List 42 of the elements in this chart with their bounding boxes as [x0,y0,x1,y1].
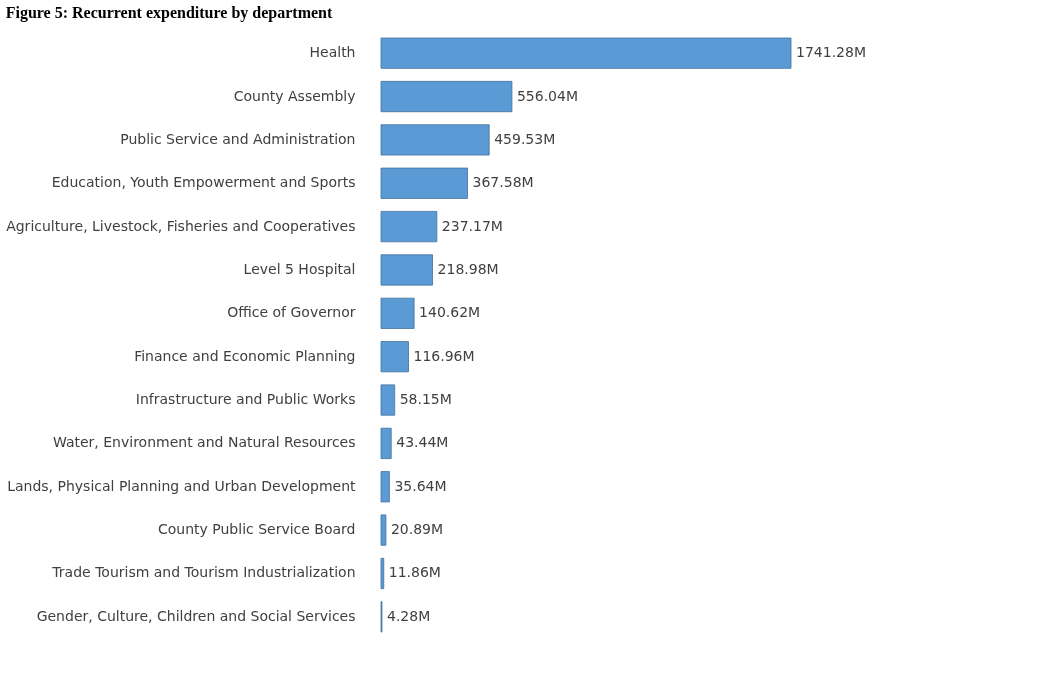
bar [380,297,415,329]
data-label: 43.44M [396,434,449,451]
y-tick-label: Lands, Physical Planning and Urban Development [7,477,356,494]
bar [380,384,396,416]
bar [380,37,792,69]
data-label: 11.86M [388,564,441,581]
data-label: 116.96M [413,347,475,364]
data-label: 35.64M [394,477,447,494]
y-tick-label: Agriculture, Livestock, Fisheries and Cooperatives [6,217,356,234]
y-tick-label: Office of Governor [227,304,356,321]
y-tick-label: Public Service and Administration [120,130,356,147]
data-label: 218.98M [437,260,499,277]
text: Figure 5: Recurrent expenditure by department [5,4,333,22]
bar [380,557,385,590]
data-label: 58.15M [399,391,452,408]
data-label: 367.58M [472,174,534,191]
bar [380,254,433,286]
bar [380,211,438,243]
bar [380,471,390,503]
bar [380,427,392,459]
y-tick-label: Education, Youth Empowerment and Sports [51,174,356,191]
data-label: 4.28M [387,607,431,624]
data-label: 1741.28M [796,44,866,61]
bar [380,167,468,199]
bar [380,341,409,373]
data-label: 237.17M [441,217,503,234]
y-tick-label: Infrastructure and Public Works [135,391,356,408]
bar [380,124,490,156]
data-label: 556.04M [516,87,578,104]
y-tick-label: Finance and Economic Planning [134,347,356,364]
y-tick-label: Gender, Culture, Children and Social Services [36,607,356,624]
y-tick-label: Trade Tourism and Tourism Industrialization [51,564,356,581]
bar [380,80,513,113]
y-tick-label: County Assembly [233,87,356,104]
data-label: 140.62M [419,304,481,321]
y-tick-label: Health [309,44,356,61]
y-tick-label: Water, Environment and Natural Resources [52,434,356,451]
y-tick-label: Level 5 Hospital [243,260,356,277]
bar [380,514,387,546]
y-tick-label: County Public Service Board [157,521,356,538]
data-label: 459.53M [494,130,556,147]
data-label: 20.89M [390,521,444,538]
